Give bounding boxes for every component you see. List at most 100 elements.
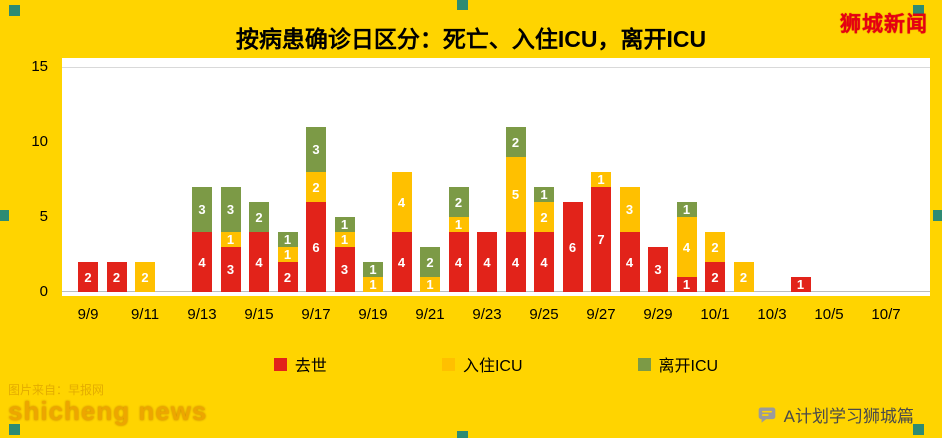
- bar-segment: 4: [534, 232, 554, 292]
- bar-segment: 3: [648, 247, 668, 292]
- bar-value-label: 1: [682, 202, 691, 217]
- bar-value-label: 7: [597, 232, 605, 247]
- bar-segment: 4: [505, 232, 526, 292]
- bar-segment: 2: [505, 127, 526, 157]
- x-axis-label: 9/23: [472, 306, 502, 323]
- bar-value-label: 4: [198, 254, 206, 270]
- bar-value-label: 2: [283, 269, 292, 285]
- bar-segment: 1: [534, 187, 554, 202]
- selection-handle[interactable]: [457, 0, 468, 10]
- bar-segment: 1: [334, 217, 355, 232]
- y-axis-label: 5: [39, 208, 48, 225]
- bar-segment: 2: [277, 262, 298, 292]
- bar-value-label: 4: [483, 254, 491, 270]
- bar-segment: 5: [505, 157, 526, 232]
- bar-segment: 3: [306, 127, 326, 172]
- bar-value-label: 1: [369, 277, 377, 292]
- bar-segment: 2: [705, 232, 725, 262]
- legend-label: 入住ICU: [462, 358, 523, 375]
- x-axis-label: 10/5: [814, 306, 844, 323]
- bar-value-label: 3: [226, 262, 235, 277]
- bar-segment: 2: [420, 247, 440, 277]
- bar-value-label: 4: [625, 254, 634, 270]
- bar-segment: 2: [306, 172, 326, 202]
- bar-value-label: 1: [540, 187, 548, 202]
- bar-segment: 3: [192, 187, 212, 232]
- chart-title: 按病患确诊日区分：死亡、入住ICU，离开ICU: [235, 26, 707, 52]
- bar-segment: 4: [477, 232, 497, 292]
- bar-segment: 6: [562, 202, 583, 292]
- bar-segment: 2: [135, 262, 155, 292]
- bar-value-label: 4: [397, 194, 406, 210]
- legend-item: 去世: [273, 352, 327, 376]
- bar-segment: 1: [448, 217, 469, 232]
- bar-value-label: 1: [283, 247, 292, 262]
- bar-segment: 3: [619, 187, 640, 232]
- x-axis-label: 9/29: [643, 306, 673, 323]
- bar-segment: 1: [220, 232, 241, 247]
- x-axis-label: 10/1: [700, 306, 730, 323]
- bar-value-label: 2: [454, 194, 463, 210]
- bar-value-label: 3: [340, 262, 349, 277]
- bar-segment: 1: [277, 247, 298, 262]
- selection-handle[interactable]: [0, 210, 9, 221]
- legend-swatch: [637, 357, 651, 371]
- selection-handle[interactable]: [9, 424, 20, 435]
- selection-handle[interactable]: [913, 5, 924, 16]
- selection-handle[interactable]: [913, 424, 924, 435]
- bar-segment: 3: [220, 247, 241, 292]
- x-axis-label: 9/27: [586, 306, 616, 323]
- legend-swatch: [441, 357, 455, 371]
- selection-handle[interactable]: [9, 5, 20, 16]
- bar-value-label: 2: [141, 269, 149, 285]
- bar-value-label: 3: [654, 262, 662, 277]
- bar-value-label: 2: [255, 209, 263, 225]
- bar-value-label: 2: [511, 134, 520, 150]
- legend-swatch: [273, 357, 287, 371]
- bar-value-label: 4: [454, 254, 463, 270]
- x-axis-label: 10/7: [871, 306, 901, 323]
- bar-value-label: 2: [711, 239, 719, 255]
- bar-segment: 4: [448, 232, 469, 292]
- bar-segment: 2: [705, 262, 725, 292]
- bar-value-label: 1: [226, 232, 235, 247]
- bar-segment: 4: [391, 172, 412, 232]
- x-axis-label: 9/25: [529, 306, 559, 323]
- bar-segment: 4: [249, 232, 269, 292]
- bar-value-label: 4: [682, 239, 691, 255]
- bar-segment: 2: [448, 187, 469, 217]
- x-axis-label: 9/13: [187, 306, 217, 323]
- bar-segment: 3: [334, 247, 355, 292]
- bar-value-label: 4: [397, 254, 406, 270]
- bar-value-label: 4: [255, 254, 263, 270]
- legend-label: 离开ICU: [658, 358, 719, 375]
- news-logo: 狮城新闻: [840, 11, 928, 36]
- bar-segment: 1: [363, 262, 383, 277]
- bar-value-label: 2: [540, 209, 548, 225]
- bar-segment: 3: [220, 187, 241, 232]
- bar-value-label: 1: [426, 277, 434, 292]
- bar-value-label: 3: [226, 202, 235, 217]
- bar-value-label: 1: [597, 172, 605, 187]
- account-name-text: A计划学习狮城篇: [783, 407, 914, 426]
- chat-bubble-icon: [757, 405, 777, 425]
- bar-value-label: 4: [511, 254, 520, 270]
- bar-segment: 4: [619, 232, 640, 292]
- bar-segment: 4: [192, 232, 212, 292]
- bar-value-label: 2: [84, 269, 92, 285]
- bar-segment: 6: [306, 202, 326, 292]
- legend-label: 去世: [294, 358, 327, 375]
- watermark-brand-text: shicheng news: [8, 396, 208, 427]
- legend: 去世 入住ICU 离开ICU: [62, 352, 930, 376]
- bar-value-label: 2: [426, 254, 434, 270]
- bar-segment: 1: [363, 277, 383, 292]
- bar-segment: 4: [391, 232, 412, 292]
- selection-handle[interactable]: [933, 210, 942, 221]
- x-axis-label: 9/11: [130, 306, 160, 323]
- selection-handle[interactable]: [457, 431, 468, 438]
- bar-segment: 2: [249, 202, 269, 232]
- bar-value-label: 1: [369, 262, 377, 277]
- bar-value-label: 4: [540, 254, 548, 270]
